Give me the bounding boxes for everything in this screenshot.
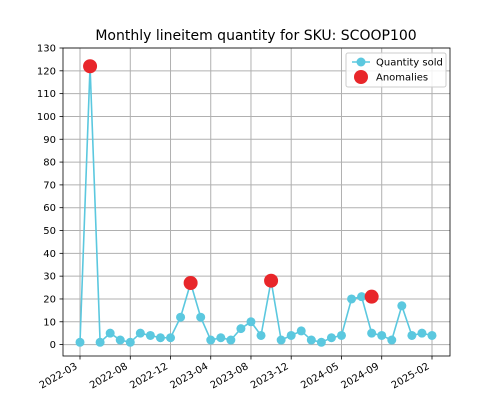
y-tick-label: 110: [37, 89, 56, 100]
x-tick-label: 2022-08: [88, 361, 130, 391]
x-tick-label: 2025-02: [390, 361, 432, 391]
quantity-sold-point: [226, 335, 236, 345]
quantity-sold-point: [296, 326, 306, 336]
quantity-sold-point: [286, 330, 296, 340]
quantity-sold-point: [155, 333, 165, 343]
quantity-sold-point: [135, 328, 145, 338]
legend-marker-swatch: [354, 70, 368, 84]
series-layer: [75, 59, 437, 347]
legend-label: Quantity sold: [376, 58, 443, 69]
quantity-sold-point: [176, 312, 186, 322]
x-tick-label: 2022-03: [38, 361, 80, 391]
anomaly-point: [183, 275, 198, 290]
y-tick-label: 120: [37, 66, 56, 77]
quantity-sold-point: [367, 328, 377, 338]
legend: Quantity sold Anomalies: [345, 52, 447, 88]
x-tick-label: 2024-05: [299, 361, 341, 391]
quantity-sold-point: [276, 335, 286, 345]
grid: [63, 47, 450, 356]
legend-label: Anomalies: [376, 73, 428, 84]
quantity-sold-point: [256, 330, 266, 340]
quantity-sold-point: [377, 330, 387, 340]
quantity-sold-point: [306, 335, 316, 345]
y-tick-label: 130: [37, 44, 56, 55]
quantity-sold-point: [336, 330, 346, 340]
y-tick-label: 0: [50, 340, 56, 351]
x-tick-label: 2023-12: [249, 361, 291, 391]
quantity-sold-point: [347, 294, 357, 304]
quantity-sold-point: [95, 337, 105, 347]
y-tick-label: 90: [43, 135, 56, 146]
quantity-sold-point: [115, 335, 125, 345]
quantity-sold-point: [417, 328, 427, 338]
y-tick-label: 20: [43, 294, 56, 305]
chart-title: Monthly lineitem quantity for SKU: SCOOP…: [95, 28, 416, 44]
quantity-sold-point: [196, 312, 206, 322]
quantity-sold-point: [145, 330, 155, 340]
plot-frame: [62, 47, 451, 357]
legend-marker-swatch: [356, 57, 366, 67]
x-tick-label: 2024-09: [340, 361, 382, 391]
quantity-sold-point: [166, 333, 176, 343]
y-tick-label: 40: [43, 249, 56, 260]
quantity-sold-point: [246, 317, 256, 327]
y-tick-label: 100: [37, 112, 56, 123]
quantity-sold-point: [216, 333, 226, 343]
x-tick-label: 2023-08: [209, 361, 251, 391]
quantity-sold-point: [397, 301, 407, 311]
quantity-sold-point: [316, 337, 326, 347]
y-tick-label: 30: [43, 272, 56, 283]
y-tick-label: 10: [43, 317, 56, 328]
anomaly-point: [364, 289, 379, 304]
x-tick-label: 2022-12: [128, 361, 170, 391]
quantity-sold-point: [427, 330, 437, 340]
quantity-sold-point: [236, 324, 246, 334]
quantity-sold-point: [387, 335, 397, 345]
quantity-sold-point: [105, 328, 115, 338]
quantity-sold-point: [326, 333, 336, 343]
legend-box: [345, 52, 447, 88]
quantity-sold-point: [206, 335, 216, 345]
quantity-sold-point: [125, 337, 135, 347]
quantity-sold-point: [357, 292, 367, 302]
quantity-sold-point: [75, 337, 85, 347]
quantity-sold-point: [407, 330, 417, 340]
y-tick-label: 60: [43, 203, 56, 214]
y-tick-label: 50: [43, 226, 56, 237]
anomaly-point: [83, 59, 98, 74]
anomaly-point: [264, 273, 279, 288]
y-tick-label: 70: [43, 180, 56, 191]
y-tick-label: 80: [43, 158, 56, 169]
x-tick-label: 2023-04: [169, 361, 211, 391]
quantity-sold-line: [79, 66, 433, 345]
